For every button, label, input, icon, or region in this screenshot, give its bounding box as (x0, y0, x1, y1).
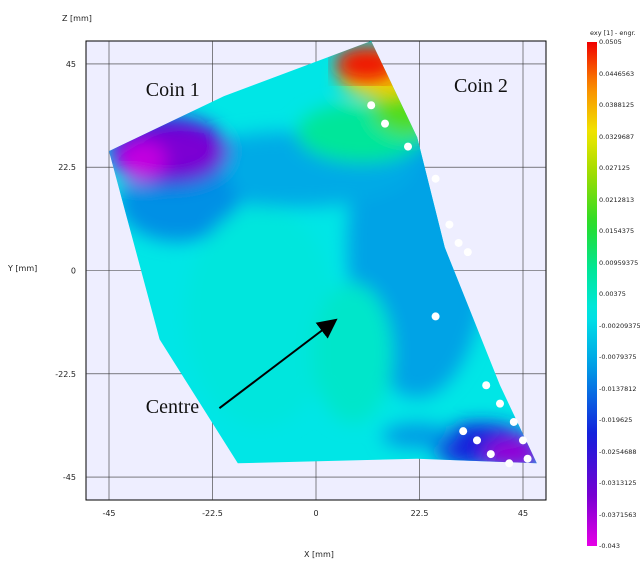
annotation-centre: Centre (145, 396, 200, 419)
speckle-hole (404, 142, 412, 151)
speckle-hole (473, 436, 481, 445)
centre-green-2 (312, 283, 393, 424)
speckle-hole (454, 238, 463, 247)
colorbar-level-label: 0.0154375 (599, 227, 635, 235)
y-axis-label: Y [mm] (8, 264, 38, 273)
colorbar (587, 42, 597, 546)
colorbar-level-label: 0.027125 (599, 164, 631, 172)
y-tick-label: 45 (66, 60, 76, 69)
speckle-hole (445, 220, 454, 229)
speckle-hole (459, 427, 468, 436)
axis-ticks: -45 -22.5 0 22.5 45 45 22.5 0 -22.5 -45 (55, 60, 528, 518)
colorbar-level-label: 0.0505 (599, 38, 622, 46)
colorbar-level-label: -0.0079375 (599, 353, 637, 361)
colorbar-level-label: 0.00959375 (599, 258, 639, 267)
speckle-hole (482, 381, 491, 390)
colorbar-level-label: -0.0254688 (599, 447, 637, 456)
speckle-hole (463, 248, 472, 257)
coin1-magenta (116, 140, 167, 181)
colorbar-level-label: -0.0371563 (599, 510, 637, 519)
colorbar-level-label: 0.0212813 (599, 195, 635, 204)
y-tick-label: -45 (63, 473, 76, 482)
y-tick-label: -22.5 (55, 370, 76, 379)
colorbar-level-label: -0.0313125 (599, 479, 637, 487)
colorbar-level-label: 0.0388125 (599, 101, 635, 109)
x-tick-label: 45 (518, 509, 528, 518)
speckle-hole (509, 417, 518, 426)
speckle-hole (523, 454, 532, 463)
colorbar-level-label: -0.019625 (599, 416, 633, 424)
colorbar-level-label: 0.0446563 (599, 69, 635, 78)
y-tick-label: 22.5 (58, 163, 76, 172)
x-tick-label: -45 (102, 509, 115, 518)
bottom-cyan (382, 423, 453, 448)
speckle-hole (496, 399, 504, 408)
colorbar-level-label: -0.0137812 (599, 384, 637, 393)
annotation-coin-2: Coin 2 (454, 74, 508, 97)
speckle-hole (431, 174, 440, 183)
x-tick-label: 0 (313, 509, 318, 518)
colorbar-title: exy [1] - engr. (590, 29, 636, 37)
centre-arrow (218, 318, 338, 409)
colorbar-level-label: 0.0329687 (599, 132, 635, 141)
speckle-holes (367, 101, 532, 468)
speckle-hole (431, 312, 440, 321)
annotation-coin-1: Coin 1 (145, 79, 200, 102)
speckle-hole (367, 101, 376, 110)
colorbar-level-label: -0.043 (599, 542, 620, 550)
speckle-hole (381, 119, 389, 128)
x-tick-label: -22.5 (202, 509, 223, 518)
colorbar-level-label: 0.00375 (599, 290, 626, 298)
speckle-hole (505, 459, 514, 468)
speckle-hole (486, 450, 495, 459)
centre-green (185, 206, 336, 427)
z-axis-label: Z [mm] (62, 14, 92, 23)
x-tick-label: 22.5 (411, 509, 429, 518)
speckle-hole (519, 436, 527, 445)
colorbar-level-label: -0.00209375 (599, 321, 640, 330)
x-axis-label: X [mm] (304, 550, 334, 559)
y-tick-label: 0 (71, 267, 76, 276)
